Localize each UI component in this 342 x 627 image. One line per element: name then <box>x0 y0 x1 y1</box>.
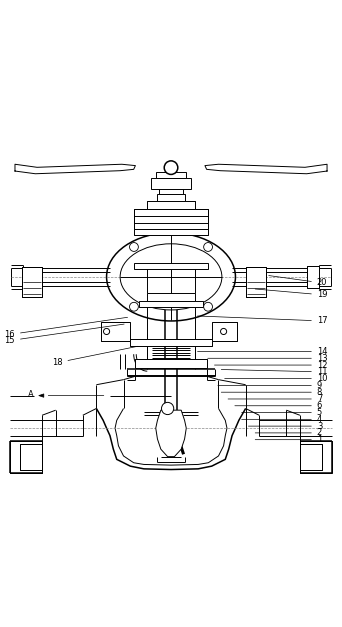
Circle shape <box>221 329 227 335</box>
Ellipse shape <box>120 244 222 310</box>
Text: 14: 14 <box>198 347 327 356</box>
Bar <box>300 441 332 473</box>
Circle shape <box>130 243 139 251</box>
Text: 9: 9 <box>218 381 322 390</box>
Bar <box>159 189 183 194</box>
Text: 20: 20 <box>269 275 327 287</box>
Bar <box>156 172 186 179</box>
Ellipse shape <box>107 233 235 321</box>
Text: 3: 3 <box>248 421 322 431</box>
Bar <box>135 359 207 368</box>
Bar <box>147 201 195 209</box>
Bar <box>22 266 42 297</box>
Circle shape <box>130 302 139 311</box>
Bar <box>10 441 42 473</box>
Bar <box>307 266 318 288</box>
Bar <box>300 444 322 470</box>
Bar <box>151 179 192 189</box>
Polygon shape <box>15 164 135 174</box>
Text: 10: 10 <box>225 374 327 383</box>
Text: 18: 18 <box>52 346 138 367</box>
Bar <box>212 322 237 340</box>
Bar <box>134 229 208 236</box>
Text: 15: 15 <box>4 324 124 345</box>
Circle shape <box>164 161 178 174</box>
Text: 1: 1 <box>255 435 322 444</box>
Bar <box>10 441 42 473</box>
Text: 6: 6 <box>235 401 322 410</box>
Text: 11: 11 <box>221 367 327 376</box>
Text: 12: 12 <box>214 361 327 369</box>
Bar <box>134 263 208 270</box>
Polygon shape <box>156 410 186 456</box>
Polygon shape <box>39 394 44 398</box>
Circle shape <box>104 329 110 335</box>
Bar <box>130 339 212 345</box>
Bar <box>134 209 208 229</box>
Circle shape <box>204 302 212 311</box>
Text: 4: 4 <box>242 415 322 424</box>
Bar <box>102 322 130 340</box>
Text: 16: 16 <box>4 317 128 339</box>
Bar <box>246 266 266 297</box>
Text: 17: 17 <box>198 316 328 325</box>
Text: 19: 19 <box>255 289 327 299</box>
Text: 7: 7 <box>228 394 322 404</box>
Bar <box>157 194 185 201</box>
Bar <box>147 293 195 300</box>
Polygon shape <box>205 164 327 174</box>
Bar <box>20 444 42 470</box>
Text: 2: 2 <box>255 428 322 438</box>
Circle shape <box>161 403 174 414</box>
Text: A: A <box>28 391 34 399</box>
Bar <box>139 300 203 307</box>
Text: 5: 5 <box>242 408 322 417</box>
Text: 13: 13 <box>208 354 328 363</box>
Circle shape <box>204 243 212 251</box>
Text: 8: 8 <box>221 387 322 397</box>
